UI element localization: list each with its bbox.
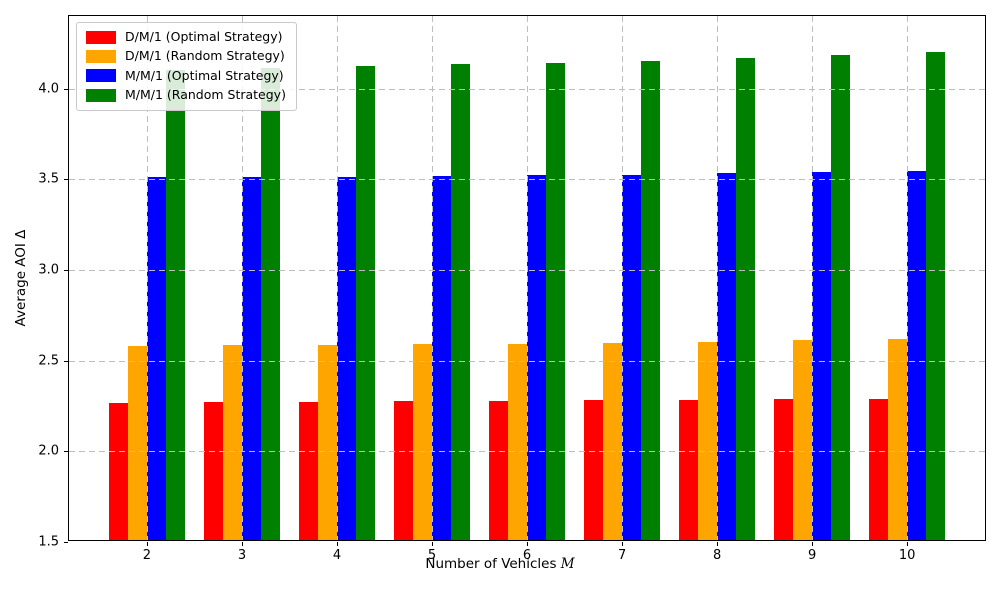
- gridline-horizontal: [69, 360, 985, 362]
- y-tick-label: 2.5: [38, 353, 59, 369]
- gridline-horizontal: [69, 88, 985, 90]
- gridline-horizontal: [69, 269, 985, 271]
- x-tick-label: 4: [332, 548, 342, 563]
- y-tick-label: 2.0: [38, 443, 59, 459]
- bar-series0-m8: [679, 399, 699, 540]
- bar-series3-m6: [546, 62, 566, 540]
- x-tick-label: 10: [898, 548, 916, 563]
- y-tick-mark: [64, 269, 68, 271]
- x-tick-mark: [432, 542, 434, 546]
- x-tick-label: 2: [142, 548, 152, 563]
- x-tick-mark: [146, 542, 148, 546]
- bar-series2-m10: [907, 170, 927, 540]
- y-tick-label: 4.0: [38, 81, 59, 97]
- bar-series0-m2: [108, 402, 128, 540]
- y-tick-label: 1.5: [38, 534, 59, 550]
- y-tick-mark: [64, 542, 68, 543]
- legend-item: D/M/1 (Random Strategy): [86, 48, 286, 64]
- x-tick-mark: [622, 542, 624, 546]
- x-tick-label: 5: [427, 548, 437, 563]
- bar-series3-m8: [736, 58, 756, 540]
- x-tick-mark: [336, 542, 338, 546]
- gridline-horizontal: [69, 451, 985, 453]
- legend-label: D/M/1 (Random Strategy): [125, 48, 285, 64]
- x-axis-label: Number of Vehicles M: [425, 556, 574, 572]
- x-tick-label: 6: [522, 548, 532, 563]
- gridline-vertical: [622, 16, 624, 540]
- x-tick-mark: [717, 542, 719, 546]
- bar-series1-m2: [127, 345, 147, 540]
- bar-series2-m3: [241, 177, 261, 540]
- gridline-vertical: [527, 16, 529, 540]
- bar-series0-m7: [584, 400, 604, 540]
- bar-series2-m2: [146, 177, 166, 540]
- legend: D/M/1 (Optimal Strategy) D/M/1 (Random St…: [76, 22, 297, 111]
- bar-series0-m9: [774, 399, 794, 540]
- bar-series1-m6: [508, 343, 528, 540]
- legend-item: M/M/1 (Random Strategy): [86, 87, 286, 103]
- legend-swatch-0: [86, 30, 116, 44]
- y-tick-mark: [64, 88, 68, 90]
- bar-series3-m2: [165, 70, 185, 540]
- legend-label: D/M/1 (Optimal Strategy): [125, 29, 283, 44]
- x-tick-label: 3: [237, 548, 247, 563]
- gridline-vertical: [907, 16, 909, 540]
- y-tick-label: 3.5: [38, 171, 59, 187]
- bar-series2-m4: [336, 176, 356, 540]
- x-axis-label-symbol: M: [560, 556, 575, 572]
- bar-series2-m9: [812, 172, 832, 540]
- y-tick-label: 3.0: [38, 262, 59, 278]
- gridline-vertical: [432, 16, 434, 540]
- x-tick-label: 8: [712, 548, 722, 563]
- bar-series3-m5: [451, 64, 471, 540]
- legend-label: M/M/1 (Optimal Strategy): [125, 67, 284, 83]
- bar-series0-m10: [869, 398, 889, 540]
- gridline-vertical: [241, 16, 243, 540]
- bar-series1-m8: [698, 341, 718, 540]
- legend-swatch-3: [86, 88, 116, 102]
- gridline-vertical: [336, 16, 338, 540]
- y-tick-mark: [64, 179, 68, 181]
- plot-area: 2 3 4 5 6 7 8 9 10 1.5 2.0 2.5 3.0 3.5 4.0: [38, 15, 986, 562]
- bar-series3-m10: [926, 51, 946, 540]
- bar-series0-m5: [394, 401, 413, 540]
- legend-label: M/M/1 (Random Strategy): [125, 87, 286, 103]
- x-tick-label: 7: [617, 548, 627, 563]
- bar-series1-m5: [413, 344, 432, 540]
- x-tick-mark: [527, 542, 529, 546]
- bar-series1-m4: [317, 344, 337, 540]
- bar-series1-m3: [222, 345, 242, 540]
- bar-series0-m6: [489, 400, 509, 540]
- bar-series1-m7: [603, 342, 623, 540]
- gridline-horizontal: [69, 179, 985, 181]
- gridline-vertical: [717, 16, 719, 540]
- bar-series2-m5: [432, 176, 452, 540]
- bar-series3-m4: [355, 65, 375, 540]
- bar-series2-m6: [527, 175, 547, 540]
- bar-series2-m8: [717, 173, 737, 540]
- bar-series2-m7: [622, 174, 642, 540]
- bar-series0-m4: [298, 401, 318, 540]
- y-tick-mark: [64, 360, 68, 362]
- bar-series3-m3: [260, 67, 280, 540]
- gridline-vertical: [146, 16, 148, 540]
- bar-series0-m3: [203, 402, 223, 540]
- bar-series1-m9: [793, 340, 813, 540]
- x-tick-mark: [812, 542, 814, 546]
- x-tick-label: 9: [808, 548, 817, 563]
- x-axis-label-text: Number of Vehicles: [425, 556, 557, 572]
- legend-item: M/M/1 (Optimal Strategy): [86, 67, 286, 83]
- legend-swatch-2: [86, 69, 116, 83]
- bar-series3-m9: [831, 55, 851, 540]
- legend-swatch-1: [86, 50, 116, 64]
- x-tick-mark: [241, 542, 243, 546]
- y-tick-mark: [64, 451, 68, 453]
- y-axis-label: Average AOI Δ: [13, 229, 29, 327]
- bar-series3-m7: [641, 60, 661, 540]
- bar-series1-m10: [888, 338, 908, 540]
- gridline-vertical: [812, 16, 814, 540]
- legend-item: D/M/1 (Optimal Strategy): [86, 29, 286, 44]
- x-tick-mark: [907, 542, 909, 546]
